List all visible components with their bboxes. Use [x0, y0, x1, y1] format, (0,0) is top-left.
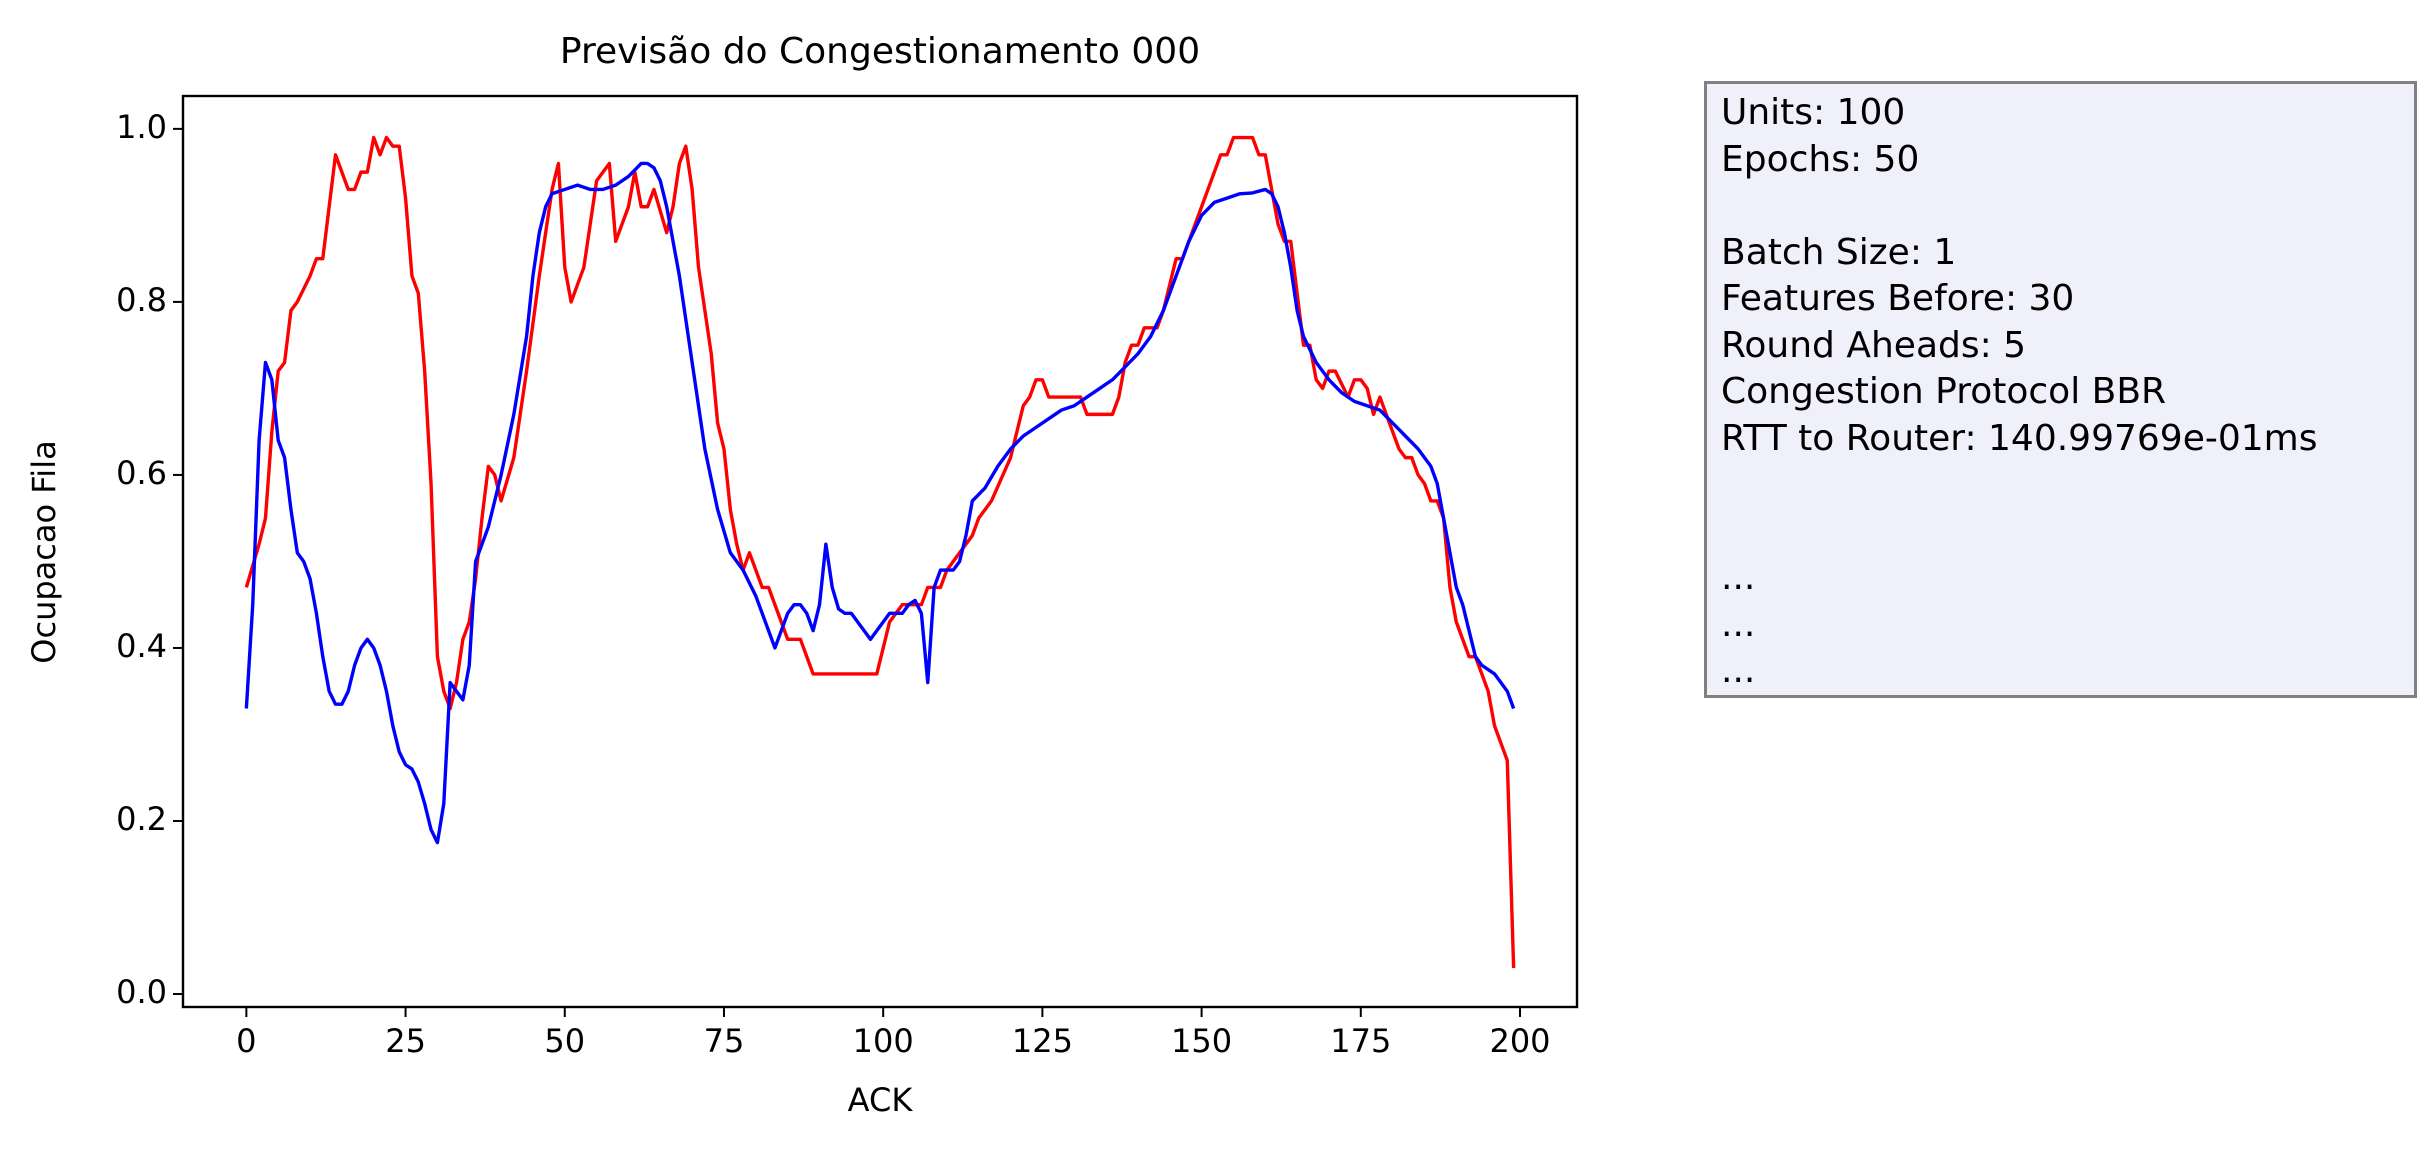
info-group: .........	[1721, 555, 2400, 695]
y-tick-label: 1.0	[116, 108, 167, 146]
info-line: RTT to Router: 140.99769e-01ms	[1721, 417, 2318, 459]
x-tick-label: 25	[385, 1022, 426, 1060]
series-line	[244, 161, 1516, 845]
x-tick-label: 200	[1489, 1022, 1550, 1060]
chart-title: Previsão do Congestionamento 000	[560, 31, 1200, 72]
info-line: Batch Size: 1	[1721, 231, 1957, 273]
x-tick-label: 125	[1012, 1022, 1073, 1060]
info-group: Units: 100 Epochs: 50	[1721, 90, 2400, 183]
info-box: Units: 100 Epochs: 50 Batch Size: 1 Feature…	[1704, 81, 2417, 698]
info-line: ...	[1721, 650, 1756, 691]
info-line: Congestion Protocol BBR	[1721, 371, 2167, 412]
chart: Previsão do Congestionamento 000 ACK Ocu…	[25, 31, 1579, 1119]
plot-area	[244, 135, 1516, 969]
info-line: Round Aheads: 5	[1721, 324, 2027, 366]
info-group: Batch Size: 1 Features Before: 30 Round Ah…	[1721, 230, 2400, 463]
x-tick-label: 100	[853, 1022, 914, 1060]
x-tick-label: 0	[236, 1022, 256, 1060]
x-tick-label: 150	[1171, 1022, 1232, 1060]
y-tick-label: 0.4	[116, 627, 167, 665]
axes-frame	[181, 94, 1579, 1009]
info-line: Epochs: 50	[1721, 138, 1920, 180]
x-tick-label: 175	[1330, 1022, 1391, 1060]
y-axis-label: Ocupacao Fila	[25, 440, 63, 663]
x-tick-label: 50	[544, 1022, 585, 1060]
info-line: ...	[1721, 603, 1756, 645]
y-tick-label: 0.0	[116, 973, 167, 1011]
info-line: ...	[1721, 557, 1756, 598]
x-axis-label: ACK	[848, 1081, 914, 1119]
info-line: Units: 100	[1721, 92, 1906, 133]
info-line: Features Before: 30	[1721, 278, 2075, 319]
y-tick-label: 0.8	[116, 281, 167, 319]
series-line	[244, 135, 1516, 969]
y-tick-label: 0.6	[116, 454, 167, 492]
y-tick-label: 0.2	[116, 800, 167, 838]
x-tick-label: 75	[704, 1022, 745, 1060]
